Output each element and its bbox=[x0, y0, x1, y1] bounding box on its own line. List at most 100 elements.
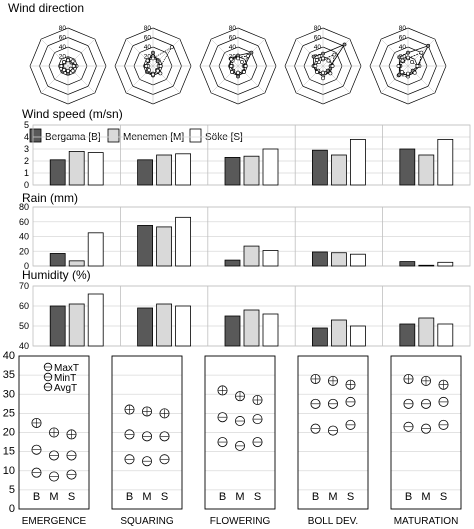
y-tick-label: 20 bbox=[19, 246, 29, 256]
radar-point bbox=[321, 51, 325, 56]
radar-ring-label: 20 bbox=[144, 54, 152, 61]
radar-ring-label: 60 bbox=[144, 35, 152, 42]
radar-ring-label: 40 bbox=[229, 44, 237, 51]
radar-point bbox=[321, 70, 325, 75]
wind-direction-radars: 20 40 60 80 20 40 60 80 20 40 60 80 20 40 60 80 20 40 60 80 bbox=[29, 25, 447, 105]
bar-söke bbox=[175, 153, 192, 186]
bar-menemen bbox=[330, 252, 347, 267]
bar-menemen bbox=[330, 154, 347, 186]
station-tick-label: M bbox=[235, 491, 244, 503]
legend-label: Bergama [B] bbox=[45, 132, 101, 143]
radar-ring-label: 20 bbox=[399, 54, 407, 61]
radar-point bbox=[158, 71, 163, 76]
temp-frame bbox=[204, 355, 276, 510]
bar-söke bbox=[437, 138, 454, 186]
legend-label: Menemen [M] bbox=[123, 132, 184, 143]
wind-speed-chart: 0 1 2 3 4 5 bbox=[24, 120, 471, 190]
station-tick-label: B bbox=[219, 491, 226, 503]
temp-y-tick: 20 bbox=[3, 427, 15, 439]
radar-point bbox=[406, 50, 410, 55]
bar-bergama bbox=[311, 327, 328, 347]
rain-title: Rain (mm) bbox=[22, 191, 78, 205]
station-tick-label: M bbox=[142, 491, 151, 503]
bar-menemen bbox=[243, 245, 260, 267]
bar-söke bbox=[87, 152, 104, 186]
radar-point bbox=[62, 60, 66, 64]
radar-flowering: 20 40 60 80 bbox=[199, 25, 277, 105]
bar-menemen bbox=[68, 303, 85, 347]
bar-söke bbox=[349, 138, 366, 186]
radar-point bbox=[315, 58, 319, 62]
station-tick-label: M bbox=[421, 491, 430, 503]
bar-bergama bbox=[399, 148, 416, 186]
stage-label: EMERGENCE bbox=[22, 516, 87, 527]
radar-point bbox=[325, 68, 330, 73]
temp-y-tick: 40 bbox=[3, 350, 15, 362]
temp-y-tick: 15 bbox=[3, 446, 15, 458]
bar-menemen bbox=[418, 264, 435, 267]
y-tick-label: 3 bbox=[24, 144, 29, 154]
temp-legend-label: MinT bbox=[54, 373, 76, 384]
y-tick-label: 1 bbox=[24, 168, 29, 178]
y-tick-label: 40 bbox=[19, 341, 29, 351]
radar-point bbox=[400, 70, 404, 74]
radar-emergence: 20 40 60 80 bbox=[29, 25, 107, 105]
radar-point bbox=[66, 68, 70, 73]
radar-ring-label: 80 bbox=[314, 25, 322, 32]
bar-menemen bbox=[243, 155, 260, 186]
radar-ring-label: 20 bbox=[229, 54, 237, 61]
station-tick-label: B bbox=[312, 491, 319, 503]
temp-frame bbox=[18, 355, 90, 510]
bar-söke bbox=[349, 253, 366, 267]
y-tick-label: 70 bbox=[19, 281, 29, 291]
humidity-title: Humidity (%) bbox=[22, 268, 91, 282]
radar-ring-label: 40 bbox=[314, 44, 322, 51]
radar-point bbox=[410, 60, 414, 64]
bar-bergama bbox=[49, 253, 66, 267]
radar-spoke bbox=[380, 65, 409, 94]
temp-y-tick: 5 bbox=[9, 484, 15, 496]
radar-ring-label: 60 bbox=[399, 35, 407, 42]
temp-y-tick: 0 bbox=[9, 503, 15, 515]
radar-point bbox=[396, 64, 401, 68]
bar-bergama bbox=[49, 159, 66, 186]
humidity-chart: 40 50 60 70 bbox=[19, 281, 471, 351]
wind-direction-title: Wind direction bbox=[8, 1, 84, 15]
temp-y-tick: 35 bbox=[3, 369, 15, 381]
bar-bergama bbox=[399, 261, 416, 267]
bar-menemen bbox=[156, 303, 173, 347]
radar-point bbox=[406, 71, 410, 76]
stage-label: MATURATION bbox=[394, 516, 459, 527]
bar-bergama bbox=[224, 259, 241, 267]
bar-menemen bbox=[418, 154, 435, 186]
radar-point bbox=[426, 43, 431, 48]
radar-point bbox=[236, 70, 240, 75]
bar-bergama bbox=[311, 149, 328, 186]
bar-söke bbox=[175, 216, 192, 267]
y-tick-label: 2 bbox=[24, 156, 29, 166]
radar-point bbox=[66, 58, 70, 63]
bar-menemen bbox=[156, 226, 173, 267]
bar-bergama bbox=[399, 323, 416, 347]
radar-point bbox=[415, 64, 420, 68]
radar-point bbox=[315, 70, 319, 74]
y-tick-label: 40 bbox=[19, 232, 29, 242]
temp-frame bbox=[390, 355, 462, 510]
radar-point bbox=[230, 70, 234, 74]
station-tick-label: S bbox=[161, 491, 168, 503]
radar-ring-label: 20 bbox=[314, 54, 322, 61]
legend-label: Söke [S] bbox=[205, 132, 243, 143]
bar-söke bbox=[175, 305, 192, 347]
bar-menemen bbox=[330, 319, 347, 347]
radar-point bbox=[400, 58, 405, 63]
radar-point bbox=[332, 52, 337, 57]
radar-point bbox=[249, 50, 254, 55]
radar-ring-label: 60 bbox=[229, 35, 237, 42]
radar-point bbox=[155, 59, 160, 64]
bar-söke bbox=[262, 313, 279, 347]
bar-söke bbox=[349, 325, 366, 347]
bar-bergama bbox=[137, 225, 154, 267]
